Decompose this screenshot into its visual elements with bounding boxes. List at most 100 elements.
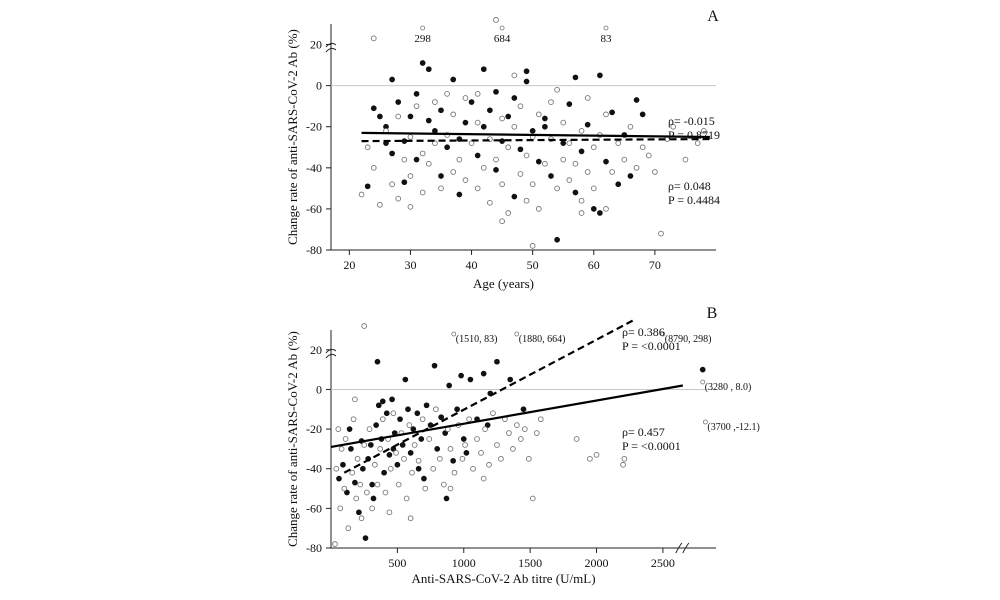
data-point-filled	[590, 206, 597, 212]
data-point-open	[361, 442, 368, 448]
x-tick-label: 1000	[452, 556, 476, 570]
data-point-filled	[450, 76, 457, 83]
outlier-point	[603, 25, 609, 31]
data-point-open	[523, 197, 530, 204]
x-tick-label: 1500	[518, 556, 542, 570]
data-point-open	[493, 17, 499, 23]
data-point-open	[682, 156, 689, 163]
data-point-open	[517, 436, 524, 442]
data-point-open	[369, 505, 376, 512]
data-point-open	[525, 455, 532, 462]
data-point-open	[353, 495, 360, 502]
data-point-open	[425, 160, 432, 167]
data-point-open	[523, 152, 530, 159]
data-point-open	[361, 323, 368, 329]
data-point-filled	[572, 189, 579, 196]
outlier-label: (1510, 83)	[456, 334, 498, 345]
data-point-filled	[494, 358, 500, 365]
data-point-open	[474, 119, 481, 126]
data-point-open	[395, 113, 402, 120]
data-point-open	[422, 485, 429, 492]
data-point-filled	[405, 406, 411, 413]
y-tick-label: 20	[310, 38, 322, 52]
data-point-filled	[633, 97, 640, 103]
data-point-filled	[578, 148, 585, 155]
data-point-open	[603, 206, 609, 212]
data-point-filled	[444, 144, 450, 151]
outlier-point	[499, 25, 505, 31]
data-point-filled	[609, 109, 615, 116]
outlier-label: (3700 ,-12.1)	[707, 422, 760, 433]
data-point-open	[411, 442, 418, 448]
data-point-open	[370, 164, 377, 171]
data-point-open	[370, 35, 377, 42]
data-point-open	[345, 525, 352, 532]
data-point-filled	[603, 158, 609, 165]
y-tick-label: -60	[306, 501, 322, 515]
data-point-filled	[389, 76, 395, 83]
data-point-open	[474, 436, 480, 442]
data-point-open	[389, 181, 395, 188]
data-point-filled	[566, 101, 573, 107]
data-point-open	[566, 140, 573, 147]
data-point-open	[332, 541, 338, 547]
data-point-open	[566, 177, 573, 183]
regression-line-solid	[361, 131, 710, 139]
data-point-filled	[520, 406, 527, 413]
y-tick-label: 20	[310, 343, 322, 357]
stat-rho: ρ= 0.386	[622, 325, 665, 339]
stat-rho: ρ= 0.457	[622, 425, 665, 439]
data-point-filled	[413, 156, 420, 163]
data-point-filled	[425, 117, 432, 124]
data-point-open	[658, 230, 664, 237]
data-point-filled	[413, 91, 420, 97]
data-point-open	[670, 123, 677, 130]
data-point-open	[511, 123, 518, 130]
y-axis-title: Change rate of anti-SARS-CoV-2 Ab (%)	[285, 29, 300, 245]
data-point-filled	[379, 398, 386, 405]
y-tick-label: -80	[306, 541, 322, 555]
data-point-open	[363, 489, 370, 496]
data-point-filled	[386, 452, 393, 458]
outlier-point	[420, 25, 426, 31]
data-point-filled	[421, 475, 427, 482]
data-point-filled	[356, 509, 362, 516]
data-point-open	[341, 485, 348, 492]
data-point-open	[419, 150, 426, 157]
x-tick-label: 20	[343, 258, 355, 272]
data-point-open	[438, 185, 444, 192]
x-tick-label: 30	[404, 258, 416, 272]
data-point-open	[529, 495, 536, 502]
x-tick-label: 50	[527, 258, 539, 272]
data-point-filled	[369, 481, 376, 488]
data-point-open	[548, 99, 554, 105]
data-point-filled	[340, 461, 346, 468]
data-point-open	[337, 505, 344, 512]
data-point-open	[335, 426, 342, 432]
data-point-open	[494, 442, 500, 448]
y-tick-label: -20	[306, 120, 322, 134]
data-point-open	[627, 123, 634, 130]
data-point-open	[603, 111, 609, 118]
data-point-filled	[505, 113, 512, 120]
data-point-filled	[597, 72, 603, 79]
data-point-filled	[367, 442, 374, 448]
data-point-open	[535, 206, 542, 212]
data-point-open	[433, 406, 439, 413]
data-point-filled	[373, 422, 379, 428]
data-point-filled	[639, 111, 646, 118]
data-point-filled	[474, 152, 481, 159]
data-point-filled	[554, 236, 560, 243]
x-tick-label: 40	[466, 258, 478, 272]
data-point-open	[584, 95, 591, 101]
data-point-open	[506, 430, 512, 436]
data-point-open	[395, 195, 402, 202]
data-point-filled	[487, 107, 493, 114]
data-point-filled	[383, 410, 390, 417]
data-point-open	[462, 442, 468, 448]
x-tick-label: 70	[649, 258, 661, 272]
data-point-filled	[438, 173, 444, 179]
data-point-open	[377, 446, 383, 452]
data-point-filled	[336, 475, 342, 482]
data-point-filled	[410, 426, 417, 432]
